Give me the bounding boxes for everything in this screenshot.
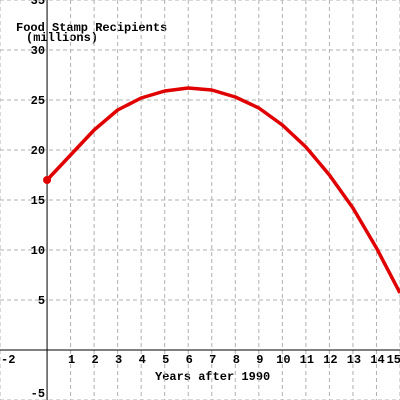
x-tick-label: 11	[300, 353, 314, 367]
y-tick-label: 5	[38, 294, 45, 308]
x-tick-label: 7	[209, 353, 216, 367]
x-tick-label: 3	[115, 353, 122, 367]
x-tick-label: 10	[276, 353, 290, 367]
x-axis-label: Years after 1990	[155, 370, 270, 384]
y-tick-label: 30	[31, 44, 45, 58]
x-tick-label: 15	[387, 353, 400, 367]
x-tick-label: 2	[92, 353, 99, 367]
chart-subtitle: (millions)	[26, 31, 98, 45]
x-tick-label: 9	[256, 353, 263, 367]
x-tick-label: 8	[233, 353, 240, 367]
y-tick-label: 10	[31, 244, 45, 258]
y-tick-label: -5	[31, 387, 45, 400]
x-tick-label: 14	[370, 353, 384, 367]
x-tick-label: 5	[162, 353, 169, 367]
y-tick-label: 25	[31, 94, 45, 108]
x-tick-label: 1	[68, 353, 75, 367]
data-line	[45, 86, 400, 294]
x-tick-label: 6	[186, 353, 193, 367]
x-tick-label: 4	[139, 353, 146, 367]
x-tick-label: 12	[323, 353, 337, 367]
y-tick-label: 20	[31, 144, 45, 158]
start-point	[43, 176, 52, 184]
y-tick-label: 15	[31, 194, 45, 208]
x-tick-label: 13	[347, 353, 361, 367]
y-tick-label: 35	[31, 0, 45, 8]
x-tick-label: -2	[1, 353, 15, 367]
chart-title: Food Stamp Recipients	[16, 21, 167, 35]
